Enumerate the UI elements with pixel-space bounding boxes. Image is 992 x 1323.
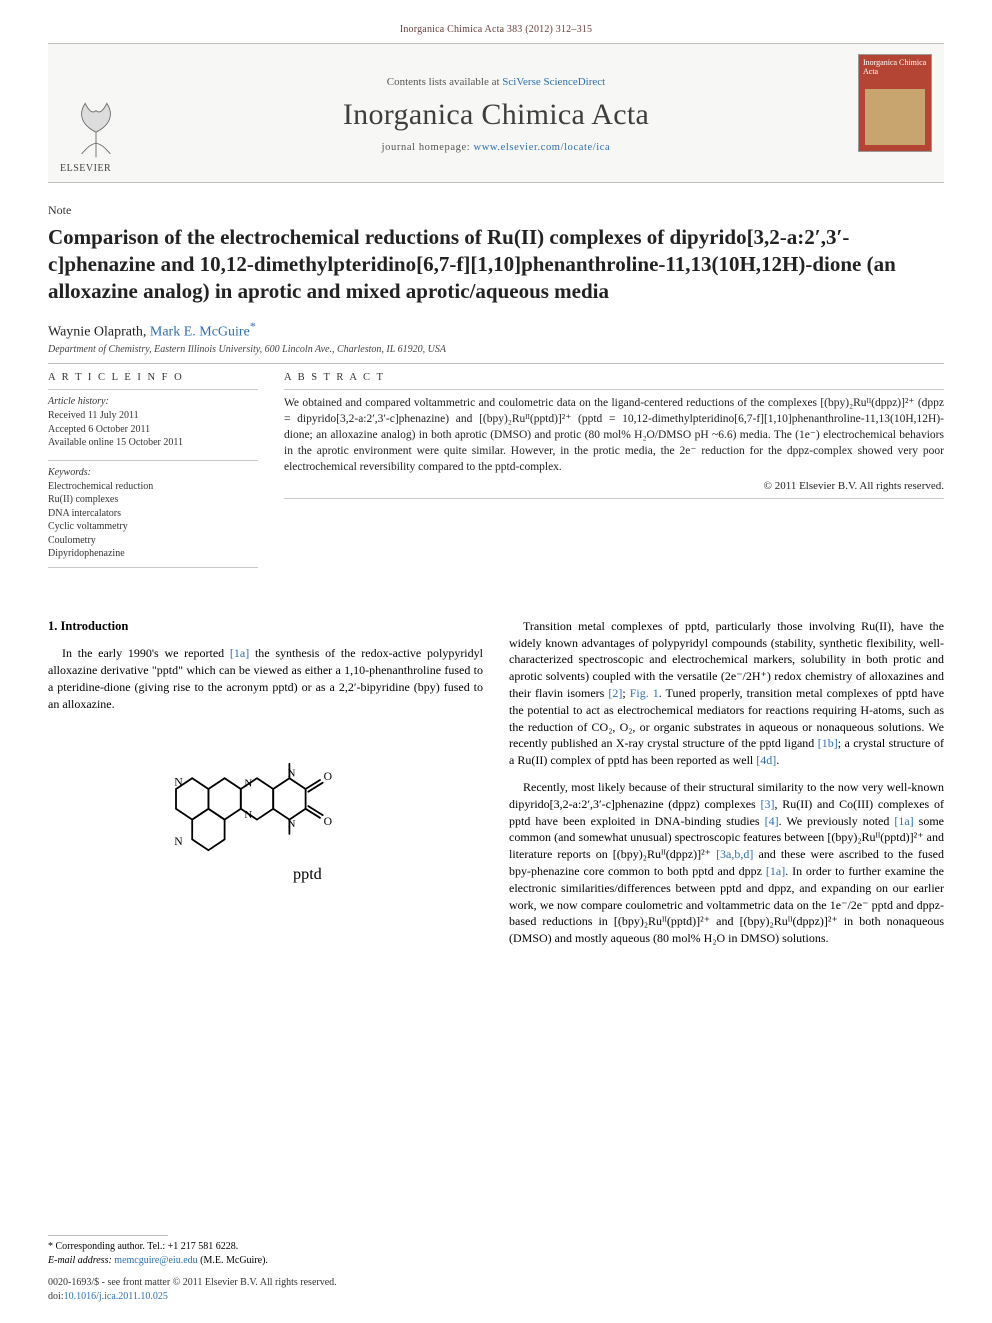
contents-prefix: Contents lists available at (387, 76, 502, 88)
article-info-heading: A R T I C L E I N F O (48, 372, 258, 383)
corresponding-author-note: * Corresponding author. Tel.: +1 217 581… (48, 1240, 468, 1254)
article-info-column: A R T I C L E I N F O Article history: R… (48, 372, 258, 574)
body-paragraph: Recently, most likely because of their s… (509, 779, 944, 947)
authors-line: Waynie Olaprath, Mark E. McGuire* (48, 319, 944, 341)
keyword: Dipyridophenazine (48, 547, 258, 561)
history-received: Received 11 July 2011 (48, 409, 258, 423)
divider (48, 1235, 168, 1236)
homepage-link[interactable]: www.elsevier.com/locate/ica (474, 142, 611, 153)
ref-link[interactable]: [2] (608, 686, 622, 700)
molecule-label: pptd (293, 865, 322, 883)
ref-link[interactable]: [1b] (818, 736, 838, 750)
cover-inset (865, 89, 925, 145)
intro-paragraph-1: In the early 1990's we reported [1a] the… (48, 645, 483, 712)
sciencedirect-link[interactable]: SciVerse ScienceDirect (502, 76, 605, 88)
article-type-label: Note (48, 203, 944, 218)
svg-text:N: N (174, 835, 183, 848)
keyword: DNA intercalators (48, 507, 258, 521)
svg-text:O: O (323, 815, 331, 828)
divider (284, 498, 944, 499)
section-heading-intro: 1. Introduction (48, 618, 483, 636)
divider (48, 389, 258, 390)
keywords-label: Keywords: (48, 467, 258, 478)
history-online: Available online 15 October 2011 (48, 436, 258, 450)
svg-text:N: N (244, 778, 252, 790)
article-title: Comparison of the electrochemical reduct… (48, 224, 944, 305)
divider (48, 460, 258, 461)
ref-link[interactable]: [4d] (756, 753, 776, 767)
publisher-label: ELSEVIER (60, 163, 144, 174)
affiliation: Department of Chemistry, Eastern Illinoi… (48, 344, 944, 355)
email-person: (M.E. McGuire). (200, 1255, 268, 1266)
ref-link[interactable]: [1a] (894, 814, 913, 828)
doi-label: doi: (48, 1291, 64, 1302)
molecule-diagram: N N N N N N O O (151, 726, 381, 911)
divider (284, 389, 944, 390)
ref-link[interactable]: [3a,b,d] (716, 847, 753, 861)
bottom-meta: 0020-1693/$ - see front matter © 2011 El… (48, 1276, 944, 1303)
ref-link[interactable]: [1a] (230, 646, 249, 660)
masthead: ELSEVIER Contents lists available at Sci… (48, 43, 944, 183)
abstract-body: We obtained and compared voltammetric an… (284, 396, 944, 475)
abstract-heading: A B S T R A C T (284, 372, 944, 383)
publisher-block: ELSEVIER (60, 54, 144, 174)
email-link[interactable]: memcguire@eiu.edu (114, 1255, 197, 1266)
author-2-link[interactable]: Mark E. McGuire (150, 324, 250, 339)
keyword: Cyclic voltammetry (48, 520, 258, 534)
journal-name: Inorganica Chimica Acta (144, 98, 848, 132)
text-run: . (776, 753, 779, 767)
issn-line: 0020-1693/$ - see front matter © 2011 El… (48, 1276, 944, 1290)
homepage-line: journal homepage: www.elsevier.com/locat… (144, 142, 848, 153)
ref-link[interactable]: [3] (760, 797, 774, 811)
journal-cover-thumb: Inorganica Chimica Acta (858, 54, 932, 152)
keyword: Coulometry (48, 534, 258, 548)
cover-title: Inorganica Chimica Acta (863, 59, 927, 77)
doi-link[interactable]: 10.1016/j.ica.2011.10.025 (64, 1291, 168, 1302)
email-label: E-mail address: (48, 1255, 112, 1266)
svg-text:N: N (174, 776, 183, 789)
body-column-right: Transition metal complexes of pptd, part… (509, 618, 944, 957)
author-1: Waynie Olaprath (48, 324, 143, 339)
abstract-column: A B S T R A C T We obtained and compared… (284, 372, 944, 574)
footnotes: * Corresponding author. Tel.: +1 217 581… (48, 1235, 468, 1267)
elsevier-tree-icon (60, 89, 132, 161)
corresponding-star-icon: * (250, 319, 256, 333)
text-run: ; (622, 686, 629, 700)
keyword: Electrochemical reduction (48, 480, 258, 494)
homepage-prefix: journal homepage: (382, 142, 474, 153)
copyright-line: © 2011 Elsevier B.V. All rights reserved… (284, 480, 944, 492)
page-header-citation: Inorganica Chimica Acta 383 (2012) 312–3… (48, 24, 944, 35)
ref-link[interactable]: [4] (765, 814, 779, 828)
text-run: . We previously noted (779, 814, 895, 828)
text-run: In the early 1990's we reported (62, 646, 230, 660)
history-label: Article history: (48, 396, 258, 407)
keyword: Ru(II) complexes (48, 493, 258, 507)
svg-text:N: N (244, 809, 252, 821)
body-paragraph: Transition metal complexes of pptd, part… (509, 618, 944, 769)
contents-line: Contents lists available at SciVerse Sci… (144, 76, 848, 88)
figure-link[interactable]: Fig. 1 (630, 686, 659, 700)
ref-link[interactable]: [1a] (766, 864, 785, 878)
body-column-left: 1. Introduction In the early 1990's we r… (48, 618, 483, 957)
divider (48, 363, 944, 364)
divider (48, 567, 258, 568)
history-accepted: Accepted 6 October 2011 (48, 423, 258, 437)
svg-text:O: O (323, 770, 331, 783)
